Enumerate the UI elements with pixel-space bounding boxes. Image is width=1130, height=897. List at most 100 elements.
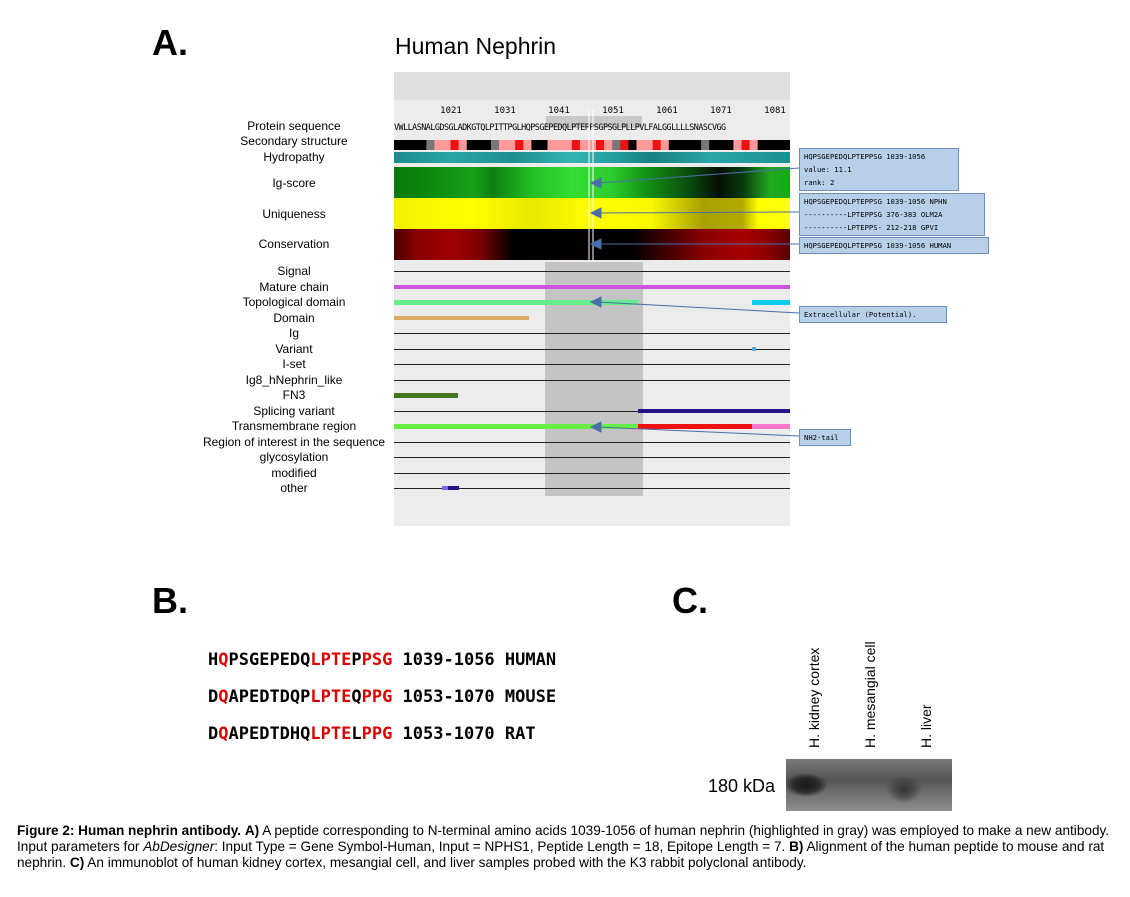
conserved-residues: Q <box>218 724 229 744</box>
track-label: Mature chain <box>259 280 329 294</box>
secondary-structure-segment <box>539 140 549 150</box>
alignment-row: HQPSGEPEDQLPTEPPSG 1039-1056 HUMAN <box>208 650 556 670</box>
secondary-structure-segment <box>579 140 589 150</box>
track-label: modified <box>271 466 317 480</box>
conserved-residues: PPG <box>361 687 393 707</box>
secondary-structure-segment <box>515 140 524 150</box>
splicing-variant-bar <box>638 409 790 413</box>
secondary-structure-segment <box>636 140 646 150</box>
immunoblot-image <box>786 759 952 811</box>
secondary-structure-segment <box>676 140 686 150</box>
track-label: FN3 <box>282 388 306 402</box>
secondary-structure-segment <box>402 140 411 150</box>
track-label: Conservation <box>258 237 330 251</box>
lane-label-liver: H. liver <box>918 704 934 748</box>
track-line <box>394 473 790 474</box>
tick-label: 1021 <box>440 106 462 116</box>
track-line <box>394 457 790 458</box>
track-label: Topological domain <box>242 295 346 309</box>
residues: PSGEPEDQ <box>228 650 311 670</box>
secondary-structure-segment <box>660 140 670 150</box>
conserved-residues: LPTE <box>310 687 352 707</box>
track-line <box>394 380 790 381</box>
track-label: Signal <box>277 264 311 278</box>
uniqueness-callout: HQPSGEPEDQLPTEPPSG 1039-1056 NPHN ------… <box>799 193 985 236</box>
secondary-structure-segment <box>466 140 476 150</box>
secondary-structure-segment <box>652 140 662 150</box>
conservation-callout: HQPSGEPEDQLPTEPPSG 1039-1056 HUMAN <box>799 237 989 254</box>
domain-bar <box>394 316 529 320</box>
alignment-row: DQAPEDTDHQLPTELPPG 1053-1070 RAT <box>208 724 536 744</box>
secondary-structure-segment <box>725 140 734 150</box>
secondary-structure-segment <box>434 140 443 150</box>
residues: D <box>208 687 219 707</box>
track-label: Ig8_hNephrin_like <box>245 373 343 387</box>
secondary-structure-segment <box>555 140 565 150</box>
tick-label: 1081 <box>764 106 786 116</box>
track-label: I-set <box>282 357 306 371</box>
conserved-residues: Q <box>218 687 229 707</box>
secondary-structure-segment <box>596 140 605 150</box>
secondary-structure-segment <box>531 140 540 150</box>
secondary-structure-segment <box>620 140 629 150</box>
track-label: Transmembrane region <box>231 419 357 433</box>
residues: 1039-1056 HUMAN <box>392 650 557 670</box>
topological-callout: Extracellular (Potential). <box>799 306 947 323</box>
residues: Q <box>351 687 362 707</box>
figure-caption: Figure 2: Human nephrin antibody. A) A p… <box>17 823 1110 870</box>
track-label: Variant <box>275 342 313 356</box>
secondary-structure-segment <box>693 140 702 150</box>
conserved-residues: LPTE <box>310 724 352 744</box>
panel-a-title: Human Nephrin <box>395 33 557 59</box>
track-label: glycosylation <box>259 450 329 464</box>
secondary-structure-segment <box>507 140 516 150</box>
transmembrane-red-bar <box>638 424 752 429</box>
secondary-structure-segment <box>563 140 573 150</box>
secondary-structure-segment <box>733 140 743 150</box>
residues: APEDTDQP <box>228 687 311 707</box>
mature-chain-bar <box>394 285 790 289</box>
secondary-structure-segment <box>757 140 767 150</box>
secondary-structure-segment <box>458 140 468 150</box>
track-line <box>394 349 790 350</box>
hydropathy-callout: HQPSGEPEDQLPTEPPSG 1039-1056 value: 11.1… <box>799 148 959 191</box>
hydropathy-track <box>394 152 790 163</box>
tick-label: 1061 <box>656 106 678 116</box>
secondary-structure-segment <box>547 140 557 150</box>
secondary-structure-segment <box>426 140 435 150</box>
secondary-structure-segment <box>644 140 654 150</box>
alignment-row: DQAPEDTDQPLPTEQPPG 1053-1070 MOUSE <box>208 687 556 707</box>
track-label: other <box>280 481 308 495</box>
conserved-residues: PPG <box>361 724 393 744</box>
marker-label: 180 kDa <box>708 776 776 796</box>
fn3-bar <box>394 393 458 398</box>
topological-domain-end-bar <box>752 300 790 305</box>
secondary-structure-track <box>394 137 791 150</box>
secondary-structure-segment <box>571 140 581 150</box>
transmembrane-pink-bar <box>752 424 790 429</box>
secondary-structure-segment <box>684 140 694 150</box>
tick-label: 1071 <box>710 106 732 116</box>
secondary-structure-segment <box>668 140 678 150</box>
secondary-structure-segment <box>442 140 452 150</box>
panel-c-letter: C. <box>672 580 708 621</box>
secondary-structure-segment <box>773 140 783 150</box>
secondary-structure-segment <box>394 140 403 150</box>
secondary-structure-segment <box>781 140 791 150</box>
panel-a-letter: A. <box>152 22 188 63</box>
lane-label-kidney: H. kidney cortex <box>806 647 822 748</box>
secondary-structure-segment <box>490 140 500 150</box>
residues: 1053-1070 MOUSE <box>392 687 557 707</box>
secondary-structure-segment <box>765 140 775 150</box>
track-label: Splicing variant <box>253 404 335 418</box>
track-line <box>394 271 790 272</box>
track-label: Ig <box>288 326 300 340</box>
track-line <box>394 488 790 489</box>
secondary-structure-segment <box>482 140 492 150</box>
secondary-structure-segment <box>523 140 532 150</box>
secondary-structure-segment <box>499 140 508 150</box>
track-line <box>394 442 790 443</box>
secondary-structure-segment <box>587 140 597 150</box>
residues: L <box>351 724 362 744</box>
tick-label: 1051 <box>602 106 624 116</box>
